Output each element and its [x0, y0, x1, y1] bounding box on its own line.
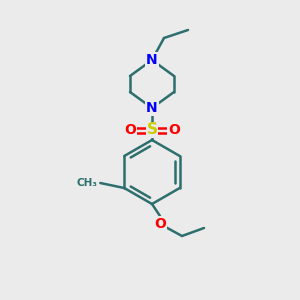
Text: CH₃: CH₃ [76, 178, 97, 188]
Text: O: O [168, 123, 180, 137]
Text: N: N [146, 53, 158, 67]
Text: N: N [146, 101, 158, 115]
Text: O: O [154, 217, 166, 231]
Text: O: O [124, 123, 136, 137]
Text: S: S [146, 122, 158, 137]
